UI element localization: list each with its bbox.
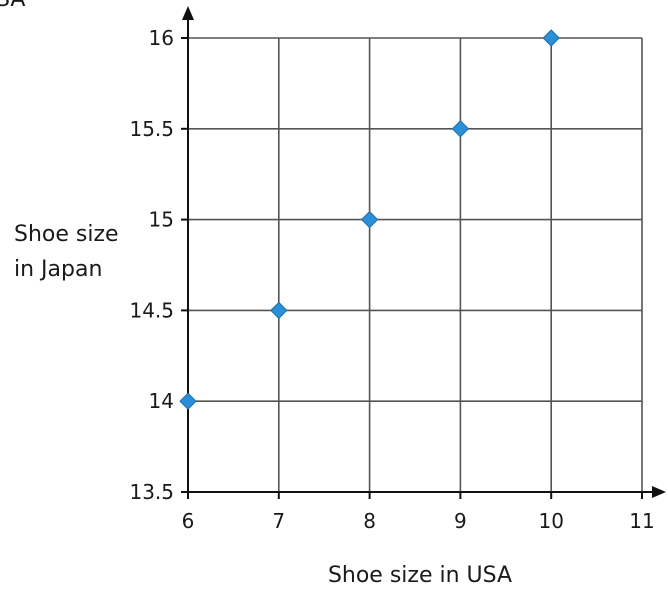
x-tick-label: 8 <box>363 509 376 533</box>
y-tick-label: 15.5 <box>129 117 174 141</box>
y-axis-arrow <box>182 6 194 20</box>
data-point-4 <box>451 120 470 138</box>
x-tick-label: 9 <box>454 509 467 533</box>
y-axis-title-line-2: in Japan <box>14 257 102 282</box>
y-tick-label: 14 <box>149 389 174 413</box>
data-point-3 <box>360 210 379 229</box>
x-axis-arrow <box>652 486 666 498</box>
x-tick-label: 7 <box>272 509 285 533</box>
y-tick-label: 16 <box>149 26 174 50</box>
x-tick-labels: 6 7 8 9 10 11 <box>182 509 655 533</box>
y-tick-label: 13.5 <box>129 480 174 504</box>
x-tick-label: 6 <box>182 509 195 533</box>
cropped-heading-fragment: SA <box>0 0 25 12</box>
data-points <box>179 29 560 410</box>
grid <box>188 37 643 492</box>
y-tick-label: 15 <box>149 208 174 232</box>
data-point-5 <box>542 29 560 47</box>
y-axis-title-line-1: Shoe size <box>14 222 119 247</box>
axes <box>181 6 666 499</box>
data-point-2 <box>270 301 288 320</box>
y-tick-labels: 13.5 14 14.5 15 15.5 16 <box>129 26 174 504</box>
data-point-1 <box>179 392 197 410</box>
x-tick-label: 10 <box>538 509 563 533</box>
y-tick-label: 14.5 <box>129 298 174 322</box>
x-tick-label: 11 <box>629 509 654 533</box>
x-axis-title: Shoe size in USA <box>328 563 512 588</box>
